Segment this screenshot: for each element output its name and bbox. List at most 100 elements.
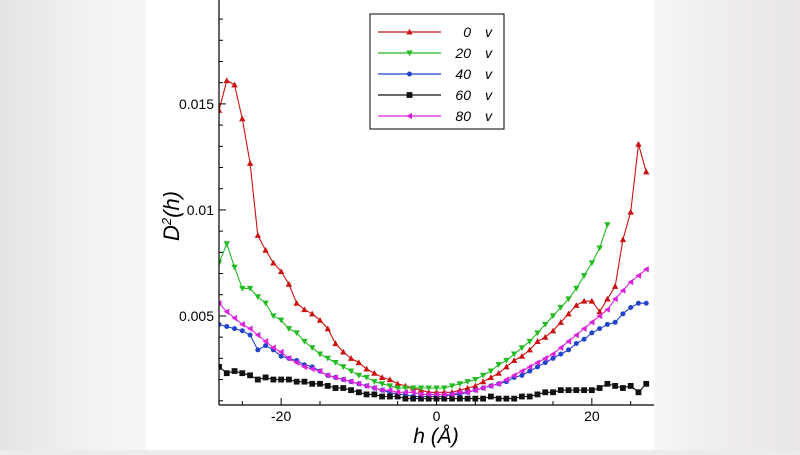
legend-item: 40 v bbox=[378, 66, 493, 82]
data-point bbox=[316, 351, 324, 358]
data-point bbox=[309, 345, 316, 351]
data-point bbox=[549, 313, 557, 320]
data-point bbox=[378, 381, 386, 387]
data-point bbox=[285, 355, 292, 362]
data-point bbox=[472, 386, 478, 394]
data-point bbox=[378, 374, 386, 380]
right-background-margin bbox=[654, 0, 800, 450]
data-point bbox=[301, 378, 308, 385]
data-point bbox=[379, 393, 386, 400]
data-point bbox=[285, 326, 293, 332]
data-point bbox=[604, 321, 610, 327]
data-point bbox=[480, 395, 487, 402]
data-point bbox=[510, 372, 517, 379]
data-point bbox=[301, 338, 308, 345]
data-point bbox=[332, 360, 339, 366]
legend-marker bbox=[406, 50, 413, 57]
data-point bbox=[254, 232, 262, 238]
data-point bbox=[293, 300, 300, 306]
data-point bbox=[534, 330, 541, 337]
data-point bbox=[347, 355, 355, 361]
data-point bbox=[219, 300, 222, 307]
data-point bbox=[425, 395, 432, 402]
data-point bbox=[487, 382, 494, 390]
data-point bbox=[550, 355, 556, 361]
data-point bbox=[316, 367, 323, 375]
data-point bbox=[270, 313, 277, 320]
legend-value: 60 bbox=[455, 87, 471, 103]
data-point bbox=[580, 325, 587, 332]
series-line bbox=[219, 366, 647, 400]
data-point bbox=[425, 385, 432, 392]
data-point bbox=[573, 285, 580, 292]
legend-marker bbox=[406, 112, 413, 120]
data-point bbox=[277, 348, 284, 356]
data-point bbox=[464, 395, 471, 402]
data-point bbox=[479, 384, 486, 392]
data-point bbox=[418, 395, 424, 402]
data-point bbox=[355, 372, 363, 379]
data-point bbox=[456, 381, 464, 387]
data-point bbox=[604, 222, 611, 228]
data-point bbox=[565, 338, 572, 345]
data-point bbox=[566, 347, 572, 353]
data-point bbox=[580, 297, 588, 304]
data-point bbox=[417, 385, 425, 392]
data-point bbox=[503, 376, 509, 383]
data-point bbox=[573, 387, 580, 394]
data-point bbox=[518, 353, 526, 359]
legend-value: 20 bbox=[454, 45, 471, 61]
data-point bbox=[239, 328, 245, 334]
data-point bbox=[596, 385, 603, 391]
data-point bbox=[232, 326, 238, 332]
data-point bbox=[588, 297, 596, 304]
data-point bbox=[503, 395, 510, 402]
data-point bbox=[246, 160, 254, 166]
y-axis-title-rest: (h) bbox=[159, 191, 184, 218]
data-point bbox=[510, 357, 518, 364]
data-point bbox=[425, 391, 432, 398]
legend-item: 80 v bbox=[378, 108, 493, 124]
data-point bbox=[363, 374, 370, 381]
data-point bbox=[301, 363, 308, 371]
data-point bbox=[549, 327, 557, 334]
data-point bbox=[293, 330, 300, 337]
left-background-margin bbox=[0, 0, 146, 450]
data-point bbox=[355, 380, 362, 387]
data-point bbox=[402, 395, 409, 402]
legend-unit: v bbox=[485, 87, 493, 103]
data-point bbox=[309, 380, 316, 387]
data-point bbox=[565, 310, 572, 317]
data-point bbox=[394, 385, 401, 392]
data-point bbox=[448, 391, 455, 398]
data-point bbox=[409, 389, 416, 396]
data-point bbox=[433, 385, 440, 392]
legend-value: 80 bbox=[455, 108, 471, 124]
data-point bbox=[597, 326, 603, 332]
data-point bbox=[472, 395, 479, 402]
data-point bbox=[534, 338, 541, 344]
data-point bbox=[278, 376, 285, 383]
series-line bbox=[219, 224, 608, 389]
y-tick-label: 0.015 bbox=[179, 96, 214, 112]
data-point bbox=[239, 321, 245, 328]
data-point bbox=[363, 365, 370, 372]
data-point bbox=[542, 389, 549, 396]
legend-value: 40 bbox=[455, 66, 471, 82]
data-point bbox=[371, 391, 378, 398]
data-point bbox=[635, 140, 642, 147]
data-point bbox=[363, 382, 370, 390]
data-point bbox=[433, 391, 440, 398]
data-point bbox=[332, 374, 339, 381]
data-point bbox=[332, 340, 339, 347]
legend-value: 0 bbox=[463, 24, 471, 40]
data-point bbox=[371, 384, 377, 392]
data-point bbox=[620, 385, 626, 391]
data-point bbox=[589, 330, 595, 336]
series-2 bbox=[219, 222, 611, 392]
data-point bbox=[247, 372, 253, 379]
series-layer bbox=[219, 77, 650, 402]
data-point bbox=[355, 389, 362, 396]
